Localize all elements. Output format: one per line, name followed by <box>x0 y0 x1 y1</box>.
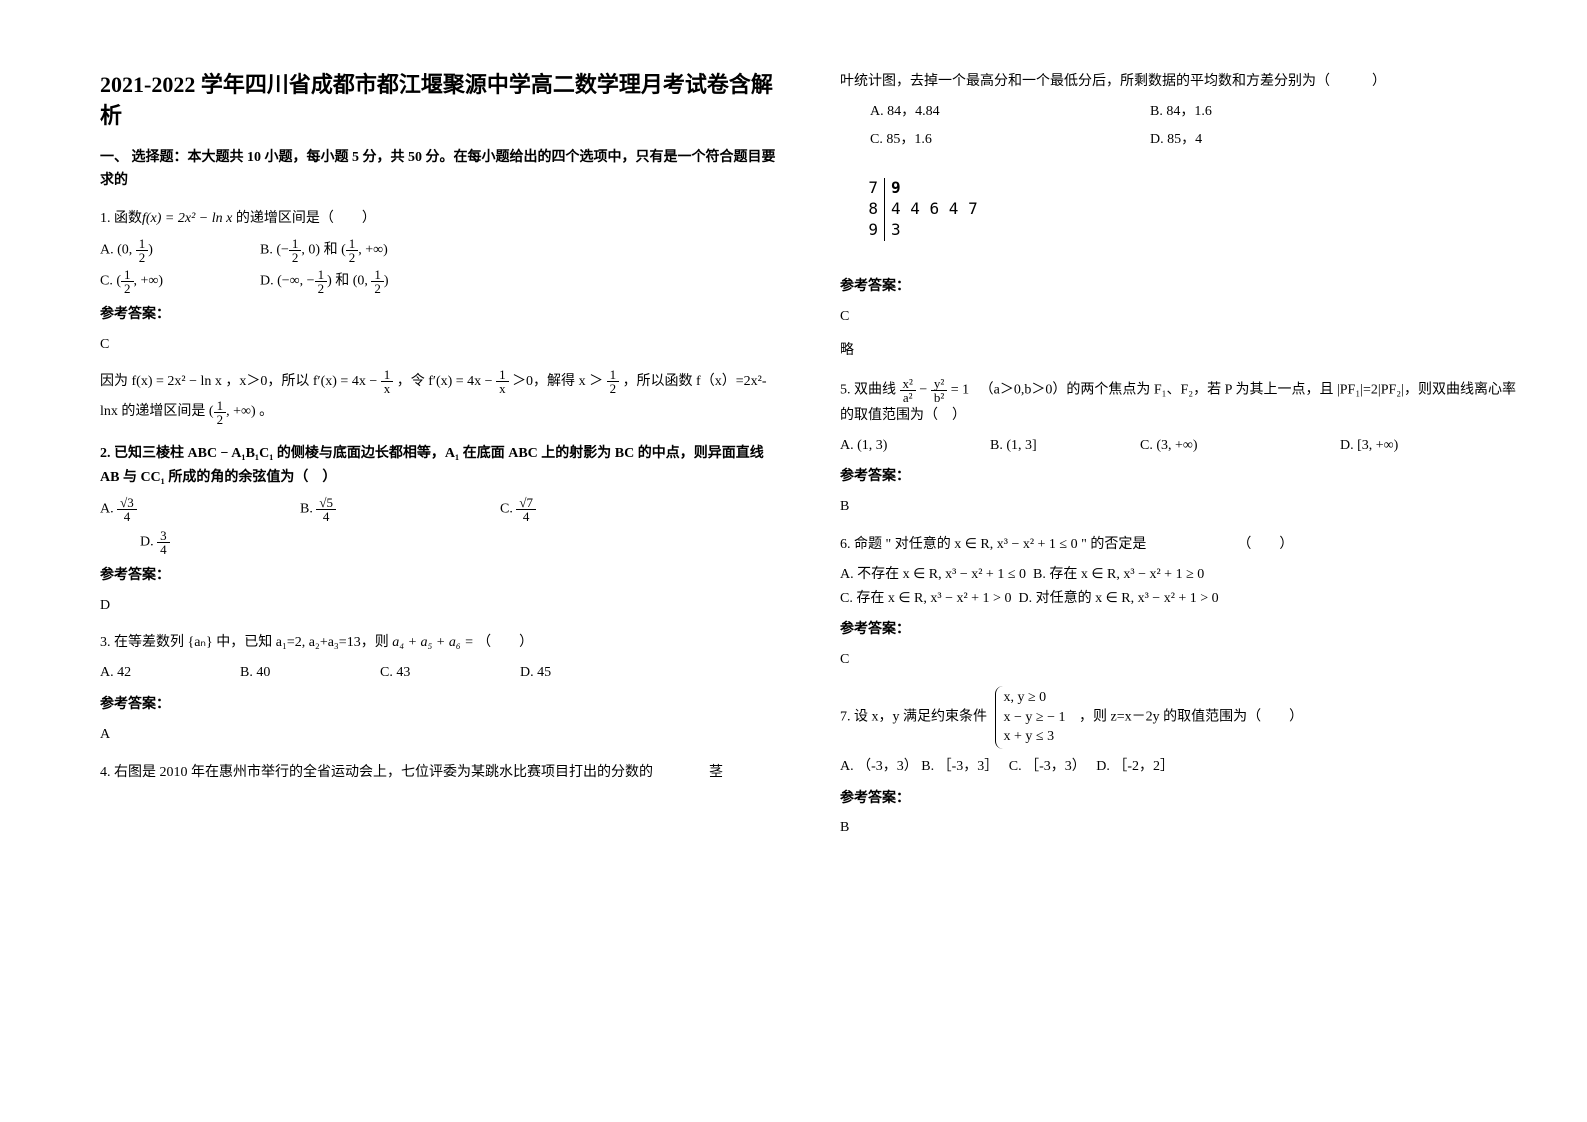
q5-options: A. (1, 3) B. (1, 3] C. (3, +∞) D. [3, +∞… <box>840 434 1520 458</box>
question-5: 5. 双曲线 x²a² − y²b² = 1 （a＞0,b＞0）的两个焦点为 F… <box>840 377 1520 428</box>
q1-options: A. (0, 12) B. (−12, 0) 和 (12, +∞) C. (12… <box>100 237 780 295</box>
q5-answer-label: 参考答案： <box>840 465 1520 489</box>
q4-opt-A: A. 84，4.84 <box>840 100 1150 124</box>
q4-explanation: 略 <box>840 339 1520 363</box>
q2-opt-B: B. √54 <box>300 496 500 523</box>
q6-opt-D: D. 对任意的 x ∈ R, x³ − x² + 1 > 0 <box>1018 591 1218 606</box>
q3-answer-label: 参考答案： <box>100 693 780 717</box>
question-4-stem-line: 4. 右图是 2010 年在惠州市举行的全省运动会上，七位评委为某跳水比赛项目打… <box>100 761 780 785</box>
q1-explanation: 因为 f(x) = 2x² − ln x ，x＞0，所以 f′(x) = 4x … <box>100 367 780 429</box>
q2-opt-C: C. √74 <box>500 496 660 523</box>
q1-stem-suffix: 的递增区间是（ ） <box>232 211 376 226</box>
q6-opt-A: A. 不存在 x ∈ R, x³ − x² + 1 ≤ 0 <box>840 567 1026 582</box>
q1-opt-C: C. (12, +∞) <box>100 268 260 295</box>
q4-opt-B: B. 84，1.6 <box>1150 100 1310 124</box>
q4-opt-D: D. 85，4 <box>1150 128 1310 152</box>
q7-opt-D: D. ［-2，2］ <box>1096 759 1174 774</box>
q5-opt-D: D. [3, +∞) <box>1340 434 1480 458</box>
question-2: 2. 已知三棱柱 ABC − A₁B₁C₁ 的侧棱与底面边长都相等，A₁ 在底面… <box>100 442 780 490</box>
q4-opt-C: C. 85，1.6 <box>840 128 1150 152</box>
q7-answer-label: 参考答案： <box>840 787 1520 811</box>
q3-opt-B: B. 40 <box>240 661 380 685</box>
left-column: 2021-2022 学年四川省成都市都江堰聚源中学高二数学理月考试卷含解析 一、… <box>100 70 780 1082</box>
question-6: 6. 命题 " 对任意的 x ∈ R, x³ − x² + 1 ≤ 0 " 的否… <box>840 533 1520 557</box>
q1-stem-prefix: 1. 函数 <box>100 211 142 226</box>
q3-opt-A: A. 42 <box>100 661 240 685</box>
constraint-brace: x, y ≥ 0 x − y ≥ − 1 x + y ≤ 3 <box>995 686 1072 749</box>
q2-answer: D <box>100 594 780 618</box>
q2-options-row2: D. 34 <box>140 529 780 556</box>
label-C: C. <box>100 274 113 289</box>
stem-leaf-plot: 79 84 4 6 4 7 93 <box>860 157 1520 261</box>
q7-opt-C: C. ［-3，3） <box>1009 759 1079 774</box>
q4-options: A. 84，4.84 B. 84，1.6 C. 85，1.6 D. 85，4 <box>840 100 1520 152</box>
q1-opt-A: A. (0, 12) <box>100 237 260 264</box>
q3-options: A. 42 B. 40 C. 43 D. 45 <box>100 661 780 685</box>
q1-opt-D: D. (−∞, −12) 和 (0, 12) <box>260 268 520 295</box>
q7-opt-B: B. ［-3，3］ <box>921 759 991 774</box>
right-column: 叶统计图，去掉一个最高分和一个最低分后，所剩数据的平均数和方差分别为（ ） A.… <box>840 70 1520 1082</box>
q3-answer: A <box>100 723 780 747</box>
q2-opt-A: A. √34 <box>100 496 300 523</box>
q2-options-row1: A. √34 B. √54 C. √74 <box>100 496 780 523</box>
q2-answer-label: 参考答案： <box>100 564 780 588</box>
q4-answer-label: 参考答案： <box>840 275 1520 299</box>
q5-opt-B: B. (1, 3] <box>990 434 1140 458</box>
q1-answer-label: 参考答案： <box>100 303 780 327</box>
q4-stem-cont: 叶统计图，去掉一个最高分和一个最低分后，所剩数据的平均数和方差分别为（ ） <box>840 70 1520 94</box>
q1-fx: f(x) = 2x² − ln x <box>142 211 232 226</box>
q7-opt-A: A. （-3，3） <box>840 759 918 774</box>
q5-opt-A: A. (1, 3) <box>840 434 990 458</box>
q6-options: A. 不存在 x ∈ R, x³ − x² + 1 ≤ 0 B. 存在 x ∈ … <box>840 563 1520 611</box>
q4-answer: C <box>840 305 1520 329</box>
q7-answer: B <box>840 816 1520 840</box>
q6-answer-label: 参考答案： <box>840 618 1520 642</box>
q5-opt-C: C. (3, +∞) <box>1140 434 1340 458</box>
q1-answer: C <box>100 333 780 357</box>
q5-answer: B <box>840 495 1520 519</box>
section-1-heading: 一、 选择题：本大题共 10 小题，每小题 5 分，共 50 分。在每小题给出的… <box>100 146 780 194</box>
exam-title: 2021-2022 学年四川省成都市都江堰聚源中学高二数学理月考试卷含解析 <box>100 70 780 132</box>
label-D: D. <box>260 274 274 289</box>
label-B: B. <box>260 243 273 258</box>
q3-opt-D: D. 45 <box>520 661 660 685</box>
q6-opt-B: B. 存在 x ∈ R, x³ − x² + 1 ≥ 0 <box>1033 567 1204 582</box>
q6-answer: C <box>840 648 1520 672</box>
q6-opt-C: C. 存在 x ∈ R, x³ − x² + 1 > 0 <box>840 591 1011 606</box>
q3-opt-C: C. 43 <box>380 661 520 685</box>
question-7: 7. 设 x，y 满足约束条件 x, y ≥ 0 x − y ≥ − 1 x +… <box>840 686 1520 749</box>
question-3: 3. 在等差数列 {aₙ} 中，已知 a₁=2, a₂+a₃=13，则 a₄ +… <box>100 631 780 655</box>
label-A: A. <box>100 243 114 258</box>
question-1: 1. 函数f(x) = 2x² − ln x 的递增区间是（ ） <box>100 207 780 231</box>
q1-opt-B: B. (−12, 0) 和 (12, +∞) <box>260 237 520 264</box>
q7-options: A. （-3，3） B. ［-3，3］ C. ［-3，3） D. ［-2，2］ <box>840 755 1520 779</box>
